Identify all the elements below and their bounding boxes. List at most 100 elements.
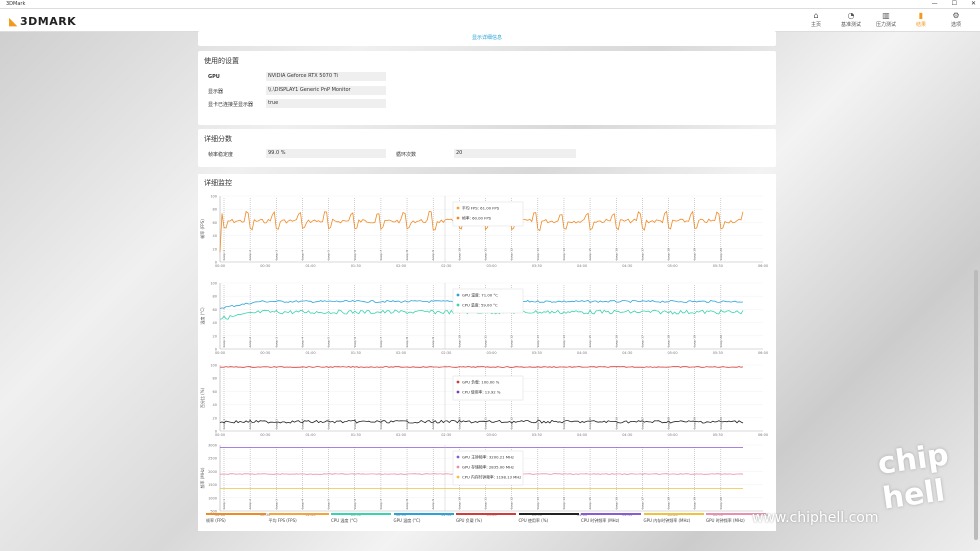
x-tick-label: 00:00 [215,351,225,355]
settings-panel: 使用的设置 GPU NVIDIA Geforce RTX 5070 Ti 显示器… [198,51,776,125]
legend-swatch [206,513,266,515]
legend-item[interactable]: 帧率 (FPS) [206,513,266,524]
loop-marker-label: Loop 17 [640,497,644,509]
y-tick-label: 40 [213,234,217,238]
legend-swatch [706,513,766,515]
legend-swatch [581,513,641,515]
monitor-panel: 详细监控 帧率 (FPS) 100 80 60 40 20 0 Loop 1 Loop 2 Loo… [198,174,776,531]
nav-item-1[interactable]: ◔ 基准测试 [839,11,863,28]
loop-marker-label: Loop 4 [300,499,304,509]
x-tick-label: 04:00 [577,351,587,355]
loop-marker-label: Loop 11 [484,248,488,260]
loop-marker-label: Loop 9 [431,337,435,347]
tooltip-text: GPU 温度: 71.00 °C [462,293,498,298]
legend-item[interactable]: CPU 温度 (°C) [331,513,391,524]
x-tick-label: 01:00 [305,513,315,517]
legend-item[interactable]: GPU 时钟频率 (MHz) [706,513,766,524]
loop-marker-label: Loop 20 [719,417,723,429]
nav-item-2[interactable]: ▥ 压力测试 [874,11,898,28]
tooltip-text: CPU 使用率: 13.92 % [462,390,501,395]
y-tick-label: 60 [213,308,217,312]
x-tick-label: 02:00 [396,513,406,517]
loop-marker-label: Loop 3 [274,499,278,509]
loop-marker-label: Loop 5 [327,250,331,260]
loop-marker-label: Loop 4 [300,337,304,347]
x-tick-label: 03:30 [532,264,542,268]
legend-item[interactable]: GPU 负载 (%) [456,513,516,524]
monitor-title: 详细监控 [204,179,232,187]
x-tick-label: 05:00 [667,351,677,355]
x-tick-label: 00:30 [260,513,270,517]
tooltip-box [452,288,524,314]
x-tick-label: 04:30 [622,351,632,355]
loop-marker-label: Loop 4 [300,419,304,429]
maximize-button[interactable]: ☐ [951,0,957,7]
tooltip-text: CPU 温度: 59.00 °C [462,303,498,308]
legend-label: CPU 温度 (°C) [331,518,358,523]
app-logo[interactable]: ◣ 3DMARK [9,15,76,28]
tooltip-box [452,450,524,486]
nav-item-label: 基准测试 [840,22,861,28]
legend-swatch [331,513,391,515]
minimize-button[interactable]: — [931,0,938,7]
x-tick-label: 01:00 [305,351,315,355]
x-tick-label: 00:30 [260,351,270,355]
x-tick-label: 04:00 [577,264,587,268]
x-tick-label: 02:00 [396,264,406,268]
loop-marker-label: Loop 8 [405,337,409,347]
show-details-link[interactable]: 显示详细信息 [471,35,502,41]
legend-label: GPU 内存时钟频率 (MHz) [643,518,691,523]
legend-item[interactable]: GPU 温度 (°C) [393,513,454,524]
legend-item[interactable]: CPU 时钟频率 (MHz) [581,513,641,524]
legend-item[interactable]: 平均 FPS (FPS) [268,513,329,524]
close-button[interactable]: ✕ [970,0,976,7]
loop-marker-label: Loop 16 [614,248,618,260]
x-tick-label: 01:30 [351,513,361,517]
loops-value: 20 [454,149,576,158]
loop-marker-label: Loop 1 [222,337,226,347]
loop-marker-label: Loop 2 [248,250,252,260]
tooltip-dot [456,206,460,210]
loop-marker-label: Loop 7 [379,499,383,509]
nav-item-label: 主页 [810,22,821,28]
connected-value: true [266,99,386,108]
loop-marker-label: Loop 14 [562,497,566,509]
stability-label: 帧率稳定度 [208,152,234,158]
loop-marker-label: Loop 14 [562,417,566,429]
x-tick-label: 03:30 [532,513,542,517]
loop-marker-label: Loop 9 [431,419,435,429]
display-label: 显示器 [208,89,224,95]
scrollbar-thumb[interactable] [974,270,978,540]
nav-item-4[interactable]: ⚙ 选项 [944,11,968,28]
tooltip-box [452,201,524,227]
y-axis-label: 帧率 (FPS) [199,219,205,239]
y-tick-label: 20 [213,334,217,338]
nav-item-3[interactable]: ▮ 结果 [909,11,933,28]
x-tick-label: 02:30 [441,264,451,268]
y-tick-label: 100 [210,282,217,286]
legend-label: CPU 使用率 (%) [518,518,549,523]
gauge-icon: ◔ [847,11,855,20]
loop-marker-label: Loop 10 [457,335,461,347]
settings-title: 使用的设置 [204,57,239,65]
loop-marker-label: Loop 11 [484,417,488,429]
legend-item[interactable]: GPU 内存时钟频率 (MHz) [643,513,704,524]
y-tick-label: 20 [213,247,217,251]
loop-marker-label: Loop 3 [274,419,278,429]
x-tick-label: 06:00 [758,264,768,268]
x-tick-label: 01:30 [351,433,361,437]
loop-marker-label: Loop 10 [457,417,461,429]
loop-marker-label: Loop 6 [353,337,357,347]
x-tick-label: 01:00 [305,433,315,437]
loop-marker-label: Loop 8 [405,499,409,509]
loop-marker-label: Loop 2 [248,499,252,509]
x-tick-label: 06:00 [758,433,768,437]
x-tick-label: 05:00 [667,513,677,517]
nav-item-0[interactable]: ⌂ 主页 [804,11,828,28]
x-tick-label: 00:00 [215,433,225,437]
results-icon: ▮ [918,11,924,20]
tooltip-dot [456,293,460,297]
x-tick-label: 06:00 [758,351,768,355]
y-tick-label: 60 [213,390,217,394]
legend-item[interactable]: CPU 使用率 (%) [518,513,579,524]
